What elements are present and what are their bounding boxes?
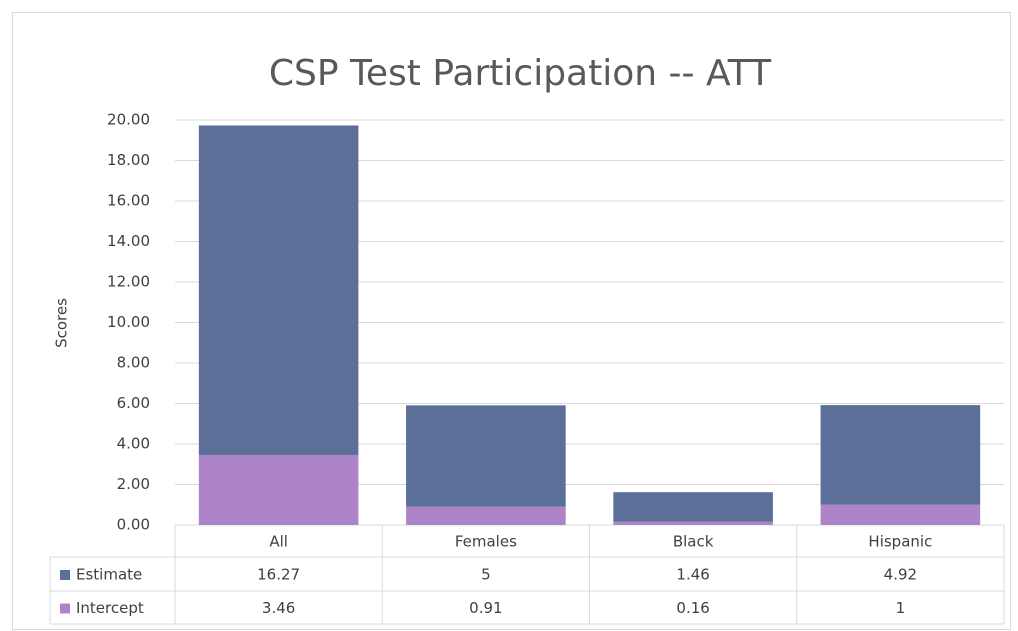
table-value: 0.16 [676, 599, 709, 617]
y-tick-label: 18.00 [107, 151, 150, 169]
legend-key [60, 603, 70, 614]
table-value: 16.27 [257, 566, 300, 584]
bar-segment [198, 454, 359, 525]
legend-label: Intercept [76, 599, 144, 617]
y-tick-label: 8.00 [117, 354, 150, 372]
bar-segment [820, 405, 981, 505]
y-tick-label: 0.00 [117, 516, 150, 534]
x-tick-label: Black [673, 533, 714, 551]
x-tick-label: Females [455, 533, 517, 551]
bar-segment [406, 405, 566, 507]
legend-key [60, 570, 70, 580]
y-tick-label: 12.00 [107, 273, 150, 291]
table-value: 3.46 [262, 599, 295, 617]
table-value: 5 [481, 566, 491, 584]
table-value: 1.46 [676, 566, 709, 584]
legend-label: Estimate [76, 566, 142, 584]
y-tick-label: 6.00 [117, 394, 150, 412]
x-tick-label: All [269, 533, 288, 551]
y-axis-label: Scores [53, 298, 71, 348]
y-tick-label: 2.00 [117, 475, 150, 493]
y-tick-label: 10.00 [107, 313, 150, 331]
bar-segment [820, 504, 981, 525]
table-value: 4.92 [884, 566, 917, 584]
y-tick-label: 14.00 [107, 232, 150, 250]
bar-segment [406, 506, 566, 525]
bar-segment [198, 125, 359, 455]
bar-segment [613, 521, 773, 525]
table-value: 0.91 [469, 599, 502, 617]
chart-title: CSP Test Participation -- ATT [269, 53, 772, 94]
bar-segment [613, 492, 773, 522]
chart-border [12, 12, 1011, 630]
y-tick-label: 16.00 [107, 192, 150, 210]
y-tick-label: 20.00 [107, 111, 150, 129]
table-value: 1 [896, 599, 906, 617]
y-tick-label: 4.00 [117, 435, 150, 453]
x-tick-label: Hispanic [868, 533, 932, 551]
